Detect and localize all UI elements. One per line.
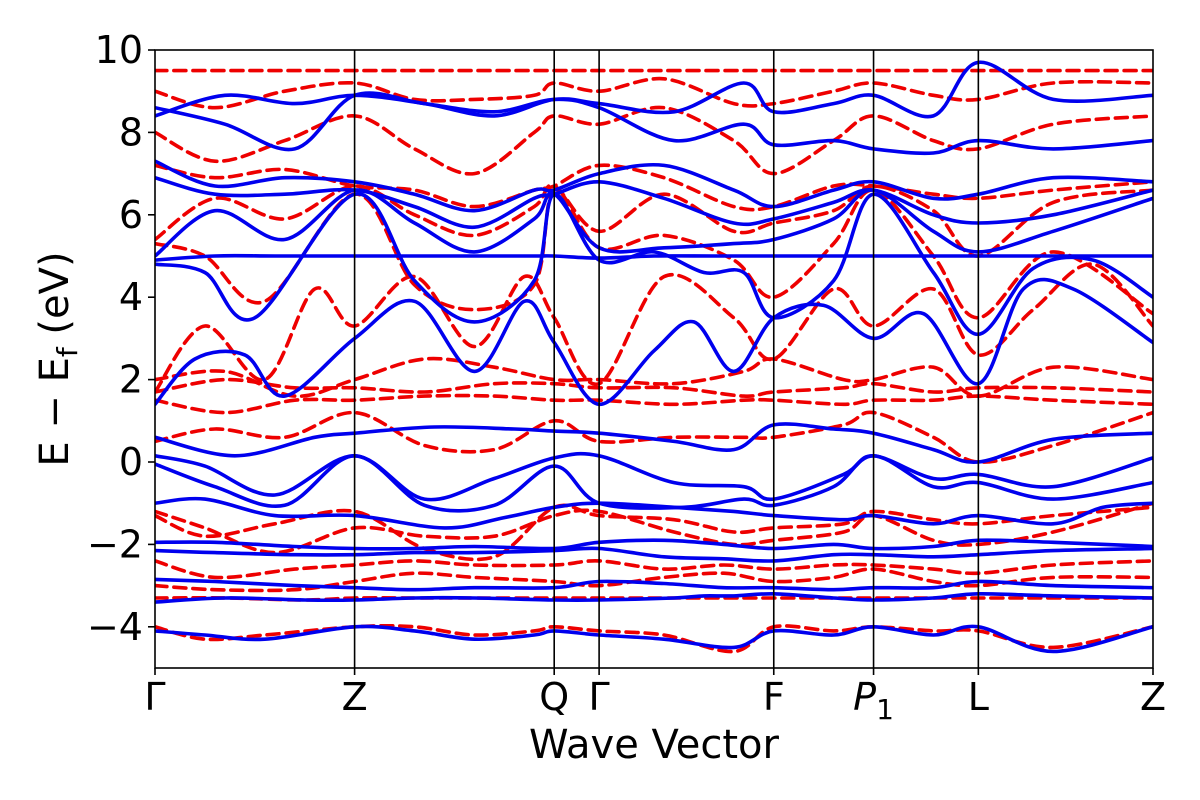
red-dashed-band-7 bbox=[155, 377, 1153, 398]
x-axis-ticks: Γ Z Q Γ F P1 L Z bbox=[144, 668, 1166, 726]
y-tick-label: 2 bbox=[119, 358, 143, 402]
blue-solid-band-9 bbox=[155, 192, 1153, 337]
y-tick-label: −4 bbox=[87, 605, 143, 649]
red-dashed-band-9 bbox=[155, 262, 1153, 394]
blue-solid-band-10 bbox=[155, 253, 1153, 262]
x-tick-label: Z bbox=[342, 675, 368, 719]
blue-solid-band-6 bbox=[155, 451, 1153, 502]
x-axis-title: Wave Vector bbox=[529, 722, 780, 768]
red-dashed-band-2 bbox=[155, 559, 1153, 580]
y-tick-label: 6 bbox=[119, 193, 143, 237]
y-tick-label: 10 bbox=[95, 28, 143, 72]
x-tick-label: Z bbox=[1140, 675, 1166, 719]
x-tick-label: Γ bbox=[589, 675, 610, 719]
y-axis-title: E − Ef (eV) bbox=[32, 251, 84, 466]
plot-frame bbox=[154, 49, 1154, 669]
blue-solid-band-13 bbox=[155, 159, 1153, 213]
y-tick-label: 4 bbox=[119, 275, 143, 319]
blue-solid-band-3 bbox=[155, 538, 1153, 551]
red-dashed-band-4 bbox=[155, 503, 1153, 562]
red-dashed-band-14 bbox=[155, 76, 1153, 110]
blue-solid-band-7 bbox=[155, 422, 1153, 464]
x-tick-label: L bbox=[968, 675, 989, 719]
x-tick-label: Γ bbox=[144, 675, 165, 719]
x-tick-label: P1 bbox=[853, 675, 894, 726]
blue-solid-band-12 bbox=[155, 175, 1153, 230]
x-tick-label: Q bbox=[539, 675, 569, 719]
blue-solid-band-11 bbox=[155, 188, 1153, 258]
blue-solid-band-2 bbox=[155, 546, 1153, 563]
blue-solid-band-16 bbox=[155, 624, 1153, 654]
red-dashed-band-6 bbox=[155, 393, 1153, 415]
bands-group bbox=[155, 60, 1153, 654]
blue-solid-band-14 bbox=[155, 91, 1153, 156]
blue-solid-band-0 bbox=[155, 591, 1153, 604]
y-tick-label: 8 bbox=[119, 110, 143, 154]
blue-solid-band-8 bbox=[155, 277, 1153, 407]
red-dashed-band-13 bbox=[155, 105, 1153, 176]
red-dashed-band-3 bbox=[155, 501, 1153, 555]
y-tick-label: 0 bbox=[119, 440, 143, 484]
y-tick-label: −2 bbox=[87, 522, 143, 566]
blue-solid-band-5 bbox=[155, 454, 1153, 513]
k-point-separators bbox=[353, 50, 980, 668]
y-axis-ticks: −4 −2 0 2 4 6 8 10 bbox=[87, 28, 155, 649]
red-dashed-band-5 bbox=[155, 410, 1153, 464]
red-dashed-band-12 bbox=[155, 163, 1153, 212]
blue-solid-band-1 bbox=[155, 577, 1153, 592]
x-tick-label: F bbox=[763, 675, 785, 719]
series-red-dashed bbox=[155, 68, 1153, 654]
red-dashed-band-8 bbox=[155, 356, 1153, 398]
series-blue-solid bbox=[155, 60, 1153, 654]
blue-solid-band-4 bbox=[155, 496, 1153, 530]
blue-solid-band-15 bbox=[155, 60, 1153, 119]
